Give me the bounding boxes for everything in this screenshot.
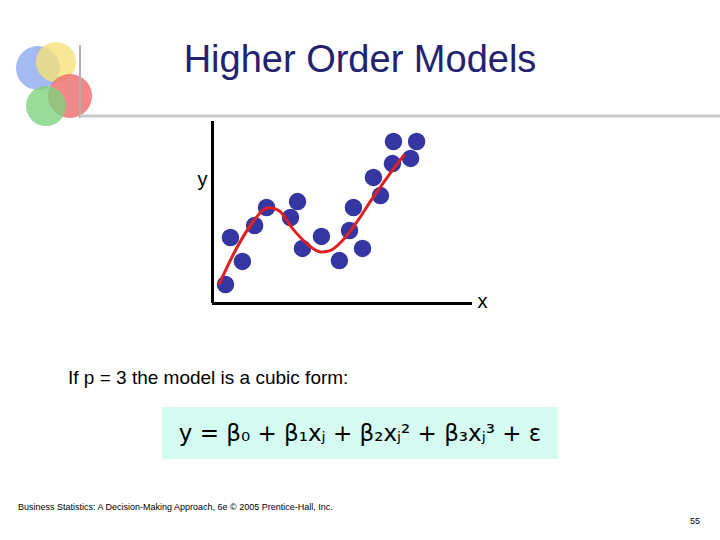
html-text:y = β₀ + β₁xⱼ + β₂xⱼ² + β₃xⱼ³: y = β₀ + β₁xⱼ + β₂xⱼ² + β₃xⱼ³ + ε <box>178 420 542 446</box>
svg-text:x: x <box>478 290 488 312</box>
html-text:If p = 3 the model is a cubic: If p = 3 the model is a cubic form: <box>68 367 349 388</box>
svg-text:y: y <box>198 168 208 190</box>
html-text:Business Statistics: A Decisio: Business Statistics: A Decision-Making A… <box>18 502 333 512</box>
html-text:55: 55 <box>690 516 700 526</box>
html-text:Higher Order Models: Higher Order Models <box>183 38 537 80</box>
